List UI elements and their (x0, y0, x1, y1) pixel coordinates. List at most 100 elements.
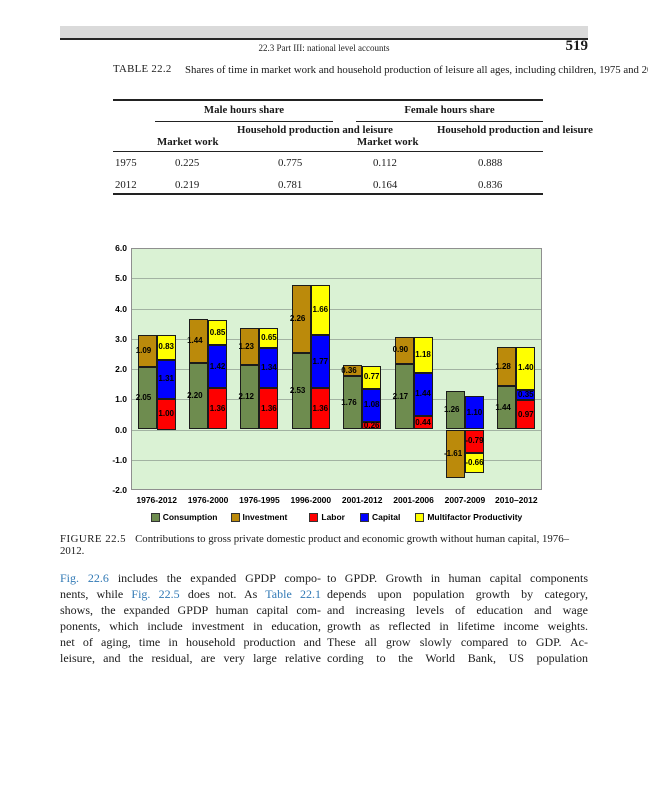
bar-value-label: 1.77 (312, 356, 329, 366)
bar-segment: 0.97 (516, 400, 536, 430)
bar-value-label: 1.66 (312, 304, 329, 314)
bar-value-label: 1.26 (443, 405, 460, 415)
table-caption: Shares of time in market work and househ… (185, 64, 648, 76)
legend-swatch (360, 512, 369, 522)
table-subheader-female-market: Market work (357, 136, 419, 148)
bar-value-label: 1.34 (261, 363, 277, 373)
table-male-underline (155, 121, 333, 122)
bar-segment: 2.17 (393, 363, 414, 430)
bar-value-label: 2.12 (238, 392, 255, 402)
text-segment: to GPDP. Growth in human capital compone… (327, 571, 588, 585)
gridline (132, 459, 541, 461)
body-column-right: to GPDP. Growth in human capital compone… (327, 571, 588, 666)
bar-value-label: 1.31 (158, 374, 174, 384)
bar-segment: 0.35 (516, 389, 536, 401)
table-group-header-female: Female hours share (404, 104, 495, 116)
bar-value-label: 1.36 (312, 403, 329, 413)
bar-segment: 1.00 (156, 399, 176, 430)
y-axis-tick-label: 6.0 (115, 243, 127, 253)
bar-segment: 0.83 (156, 334, 176, 360)
bar-segment: -1.61 (443, 429, 465, 479)
bar-segment: 2.05 (135, 367, 157, 430)
text-line: and increasing levels of education and w… (327, 603, 588, 619)
bar-segment: 0.26 (362, 421, 382, 430)
bar-segment: 1.34 (259, 347, 279, 389)
table-group-header-male: Male hours share (203, 104, 285, 116)
bar-segment: 2.20 (187, 362, 209, 430)
cross-reference-link[interactable]: Fig. 22.6 (60, 571, 109, 585)
legend-swatch (309, 512, 319, 522)
bar-segment: 0.44 (413, 416, 433, 430)
gridline (132, 399, 541, 401)
row-year: 2012 (115, 179, 137, 191)
y-axis-tick-label: -1.0 (112, 454, 127, 465)
legend-label: Consumption (162, 512, 218, 522)
bar-value-label: 0.35 (518, 389, 534, 399)
table-label: TABLE 22.2 (113, 63, 172, 75)
y-axis-tick-label: 2.0 (115, 364, 127, 374)
text-segment: net of aging, time in household producti… (60, 634, 321, 649)
row-value: 0.164 (373, 179, 398, 191)
y-axis-tick-label: 5.0 (115, 273, 127, 284)
text-segment: and increasing levels of education and w… (327, 602, 588, 617)
cross-reference-link[interactable]: Table 22.1 (265, 586, 321, 601)
bar-value-label: 2.53 (289, 386, 306, 396)
bar-segment: 1.23 (238, 328, 260, 366)
bar-value-label: 1.09 (135, 345, 152, 355)
bar-segment: 1.44 (495, 385, 517, 430)
legend-item: Investment (230, 512, 287, 522)
row-year: 1975 (115, 157, 137, 169)
x-axis-category-label: 2010–2012 (495, 495, 538, 505)
text-line: shows, the expanded GPDP human capital c… (60, 603, 321, 619)
bar-segment: 0.65 (259, 328, 279, 348)
text-line: These all grow slowly compared to GDP. A… (327, 635, 588, 651)
legend-item: Labor (309, 512, 345, 522)
text-segment: does not. As (179, 586, 266, 601)
legend-swatch (415, 512, 425, 522)
row-value: 0.219 (175, 179, 200, 191)
bar-segment: 1.44 (187, 319, 209, 363)
bar-value-label: -1.61 (443, 448, 463, 458)
bar-value-label: 0.97 (518, 409, 534, 419)
y-axis-tick-label: 0.0 (115, 424, 127, 435)
text-line: net of aging, time in household producti… (60, 635, 321, 651)
legend-item: Capital (360, 512, 400, 522)
bar-value-label: 1.42 (209, 361, 226, 371)
bar-value-label: 0.85 (209, 327, 226, 337)
bar-value-label: 0.90 (392, 345, 409, 355)
bar-value-label: 2.05 (135, 393, 152, 403)
text-segment: depends upon population growth by catego… (327, 586, 588, 601)
bar-value-label: 1.36 (209, 403, 226, 413)
bar-value-label: 1.00 (158, 409, 174, 419)
bar-segment: 1.44 (413, 372, 433, 417)
bar-segment: 1.77 (310, 334, 330, 389)
bar-segment: -0.79 (464, 429, 484, 454)
gridline (132, 278, 541, 280)
bar-value-label: 1.44 (187, 336, 203, 346)
text-line: growth as reflected in lifetime income w… (327, 619, 588, 635)
bar-segment: 2.26 (290, 284, 311, 353)
bar-value-label: 0.83 (158, 342, 174, 352)
cross-reference-link[interactable]: Fig. 22.5 (131, 586, 180, 601)
bar-value-label: 1.08 (363, 400, 380, 410)
running-head: 22.3 Part III: national level accounts (258, 43, 390, 53)
x-axis-category-label: 2007-2009 (444, 495, 486, 505)
table-subheader-male-market: Market work (157, 136, 219, 148)
bar-segment: 0.85 (208, 319, 228, 346)
text-segment: ponents, which include investment in edu… (60, 618, 321, 633)
row-value: 0.225 (175, 157, 200, 169)
text-segment: growth as reflected in lifetime income w… (327, 618, 588, 633)
legend: Consumption Investment Labor Capital Multifa… (131, 512, 542, 522)
bar-segment: 0.36 (341, 365, 363, 377)
text-line: to GPDP. Growth in human capital compone… (327, 571, 588, 587)
bar-segment: 1.08 (362, 388, 382, 422)
legend-label: Multifactor Productivity (427, 512, 523, 522)
table-female-underline (356, 121, 543, 122)
bar-value-label: 1.76 (341, 397, 357, 407)
bar-segment: 2.12 (238, 365, 260, 430)
bar-value-label: 0.44 (415, 417, 431, 427)
x-axis-category-label: 1976-1995 (239, 495, 280, 505)
text-segment: These all grow slowly compared to GDP. A… (327, 634, 588, 649)
page-number: 519 (565, 38, 589, 54)
legend-label: Labor (321, 512, 345, 522)
